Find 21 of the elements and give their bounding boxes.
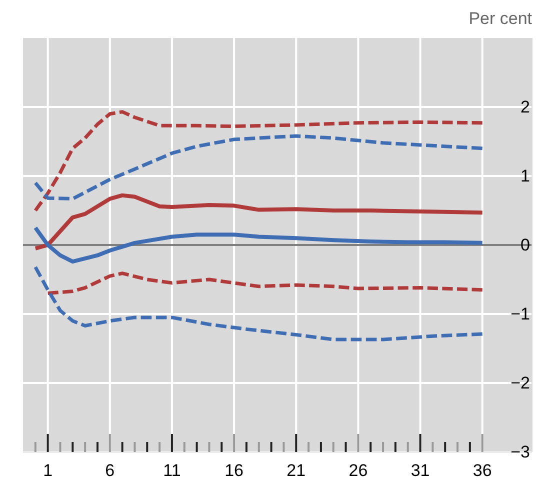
x-tick-label: 11 bbox=[163, 461, 181, 480]
x-tick-label: 6 bbox=[105, 461, 115, 480]
y-tick-label: −1 bbox=[510, 304, 530, 324]
y-tick-label: 1 bbox=[520, 166, 530, 186]
line-series bbox=[34, 110, 484, 212]
line-series bbox=[34, 265, 484, 342]
y-axis-title: Per cent bbox=[468, 9, 532, 28]
y-tick-label: 0 bbox=[520, 235, 530, 254]
x-tick-label: 1 bbox=[43, 461, 53, 480]
x-tick-label: 31 bbox=[410, 461, 430, 480]
x-tick-label: 16 bbox=[224, 461, 244, 480]
x-tick-label: 21 bbox=[286, 461, 306, 480]
x-tick-label: 36 bbox=[472, 461, 492, 480]
line-series bbox=[34, 134, 484, 201]
line-series bbox=[33, 193, 484, 250]
line-series bbox=[46, 272, 484, 296]
line-series bbox=[33, 226, 484, 264]
y-tick-label: −2 bbox=[510, 373, 530, 392]
x-tick-label: 26 bbox=[348, 461, 368, 480]
y-tick-label: −3 bbox=[510, 442, 530, 462]
y-tick-label: 2 bbox=[520, 97, 530, 116]
